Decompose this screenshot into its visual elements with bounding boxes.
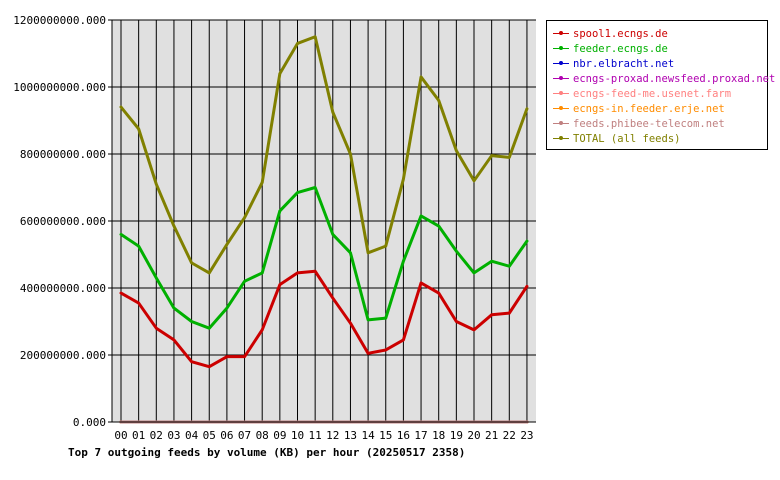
legend-item: spool1.ecngs.de [553, 26, 767, 41]
x-tick-label: 16 [397, 429, 410, 442]
x-tick-label: 04 [185, 429, 199, 442]
legend-swatch [553, 56, 569, 71]
x-tick-labels: 00 01 02 03 04 05 06 07 08 09 10 11 12 13 14 15 16 17 18 19… [114, 429, 533, 442]
legend-item: feeds.phibee-telecom.net [553, 116, 767, 131]
legend-item: ecngs-proxad.newsfeed.proxad.net [553, 71, 775, 86]
legend-swatch [553, 86, 569, 101]
legend-item: nbr.elbracht.net [553, 56, 767, 71]
legend-label: TOTAL (all feeds) [573, 132, 681, 145]
x-tick-label: 01 [132, 429, 145, 442]
x-tick-label: 00 [114, 429, 127, 442]
x-tick-label: 18 [432, 429, 445, 442]
y-tick-label: 400000000.000 [20, 282, 106, 295]
legend-item: feeder.ecngs.de [553, 41, 767, 56]
x-tick-label: 03 [167, 429, 180, 442]
x-tick-label: 02 [150, 429, 163, 442]
legend-swatch [553, 71, 569, 86]
legend-label: ecngs-feed-me.usenet.farm [573, 87, 732, 100]
x-tick-label: 15 [379, 429, 392, 442]
legend-swatch [553, 101, 569, 116]
series-line [119, 35, 529, 275]
x-tick-label: 22 [503, 429, 516, 442]
legend-item: ecngs-feed-me.usenet.farm [553, 86, 767, 101]
x-tick-label: 11 [309, 429, 322, 442]
x-tick-label: 07 [238, 429, 251, 442]
x-tick-label: 08 [256, 429, 269, 442]
x-tick-label: 05 [203, 429, 216, 442]
x-tick-label: 14 [361, 429, 375, 442]
x-tick-label: 21 [485, 429, 498, 442]
grid [112, 19, 536, 423]
y-tick-label: 1000000000.000 [13, 81, 106, 94]
y-tick-label: 1200000000.000 [13, 14, 106, 27]
legend-item: ecngs-in.feeder.erje.net [553, 101, 767, 116]
legend-item: TOTAL (all feeds) [553, 131, 767, 146]
x-tick-label: 17 [414, 429, 427, 442]
legend-swatch [553, 131, 569, 146]
legend-label: ecngs-in.feeder.erje.net [573, 102, 725, 115]
y-tick-label: 800000000.000 [20, 148, 106, 161]
y-tick-label: 200000000.000 [20, 349, 106, 362]
x-tick-label: 20 [467, 429, 480, 442]
y-tick-label: 0.000 [73, 416, 106, 429]
x-tick-label: 10 [291, 429, 304, 442]
x-tick-label: 12 [326, 429, 339, 442]
chart-title: Top 7 outgoing feeds by volume (KB) per … [68, 446, 466, 459]
legend-label: ecngs-proxad.newsfeed.proxad.net [573, 72, 776, 85]
legend-swatch [553, 41, 569, 56]
x-tick-label: 06 [220, 429, 233, 442]
legend: spool1.ecngs.de feeder.ecngs.de nbr.elbrac… [546, 20, 775, 150]
legend-label: feeder.ecngs.de [573, 42, 668, 55]
legend-swatch [553, 116, 569, 131]
x-tick-label: 19 [450, 429, 463, 442]
x-tick-label: 09 [273, 429, 286, 442]
y-tick-label: 600000000.000 [20, 215, 106, 228]
legend-swatch [553, 26, 569, 41]
x-tick-label: 13 [344, 429, 357, 442]
series-line [119, 186, 529, 330]
legend-label: nbr.elbracht.net [573, 57, 675, 70]
legend-label: feeds.phibee-telecom.net [573, 117, 725, 130]
y-tick-labels: 0.000 200000000.000 400000000.000 600000000… [13, 14, 112, 429]
series-line [119, 269, 529, 369]
legend-label: spool1.ecngs.de [573, 27, 668, 40]
x-tick-label: 23 [520, 429, 533, 442]
